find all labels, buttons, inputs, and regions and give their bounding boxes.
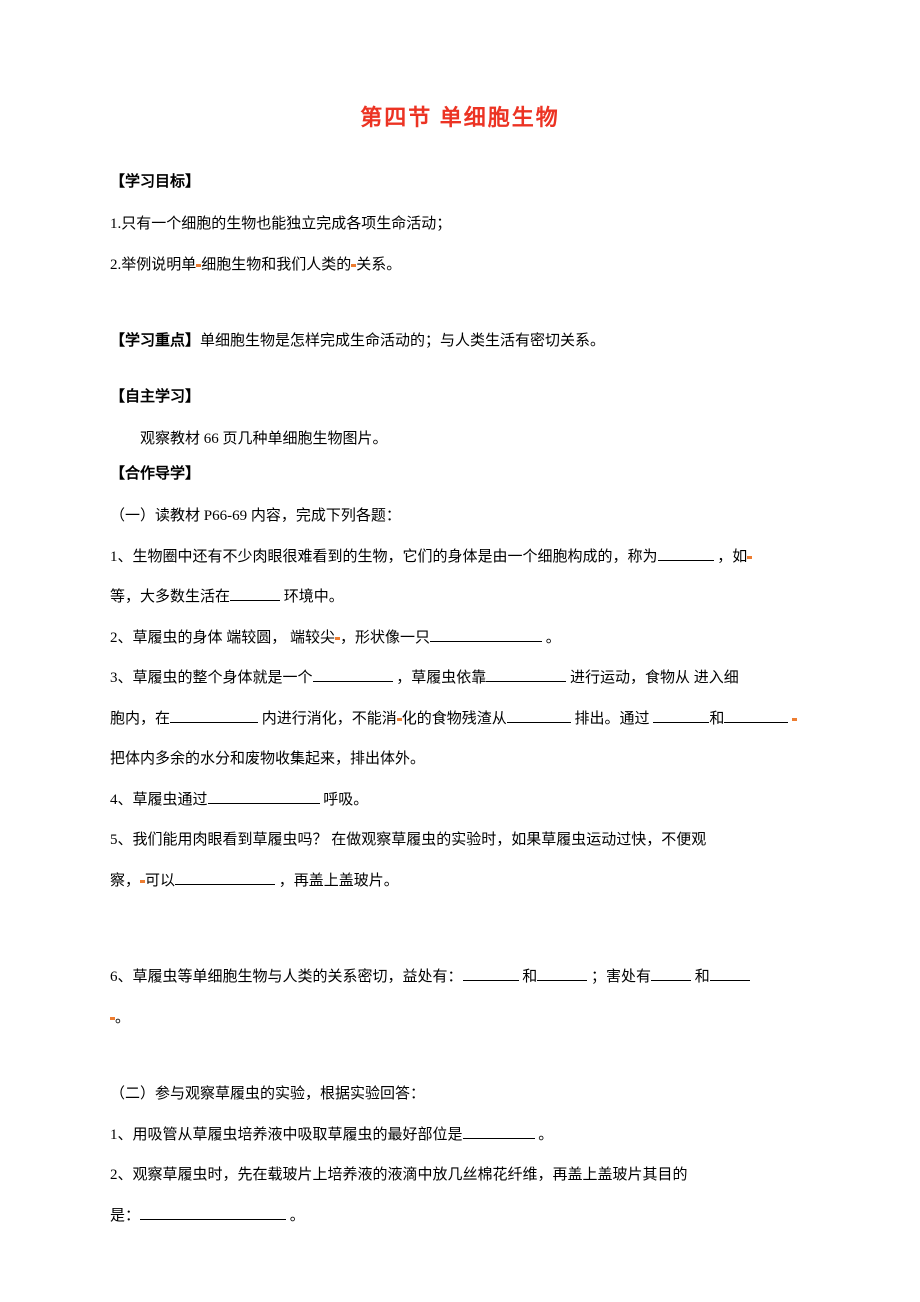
blank — [537, 965, 587, 981]
text: 胞内，在 — [110, 711, 170, 727]
selfstudy-text: 观察教材 66 页几种单细胞生物图片。 — [110, 422, 810, 457]
partA-q1-line1: 1、生物圈中还有不少肉眼很难看到的生物，它们的身体是由一个细胞构成的，称为 ，如 — [110, 540, 810, 575]
text: 化的食物残渣从 — [402, 711, 507, 727]
text: ，形状像一只 — [340, 630, 430, 646]
objectives-header: 【学习目标】 — [110, 170, 810, 191]
text: ；害处有 — [587, 969, 651, 985]
text: 3、草履虫的整个身体就是一个 — [110, 670, 313, 686]
text: 1、生物圈中还有不少肉眼很难看到的生物，它们的身体是由一个细胞构成的，称为 — [110, 549, 658, 565]
text: 4、草履虫通过 — [110, 792, 208, 808]
text: 进行运动，食物从 进入细 — [566, 670, 739, 686]
partB-q2-line1: 2、观察草履虫时，先在载玻片上培养液的液滴中放几丝棉花纤维，再盖上盖玻片其目的 — [110, 1158, 810, 1193]
coop-header: 【合作导学】 — [110, 462, 810, 483]
partB-intro: （二）参与观察草履虫的实验，根据实验回答： — [110, 1077, 810, 1112]
text: 内进行消化，不能消 — [258, 711, 397, 727]
partB-q2-line2: 是： 。 — [110, 1199, 810, 1234]
objective-2-c: 关系。 — [356, 257, 401, 273]
blank — [430, 626, 542, 642]
text: 。 — [286, 1208, 305, 1224]
text: 。 — [542, 630, 561, 646]
objective-2-a: 2.举例说明单 — [110, 257, 196, 273]
blank — [658, 545, 714, 561]
spacer — [110, 365, 810, 381]
partA-q6-line2: 。 — [110, 1001, 810, 1036]
blank — [486, 666, 566, 682]
text: 可以 — [145, 873, 175, 889]
text: 和 — [709, 711, 724, 727]
blank — [507, 707, 571, 723]
objective-2-b: 细胞生物和我们人类的 — [201, 257, 351, 273]
blank — [170, 707, 258, 723]
partA-q5-line2: 察， 可以 ，再盖上盖玻片。 — [110, 864, 810, 899]
text: 2、草履虫的身体 端较圆， 端较尖 — [110, 630, 335, 646]
blank — [175, 869, 275, 885]
partB-q1: 1、用吸管从草履虫培养液中吸取草履虫的最好部位是 。 — [110, 1118, 810, 1153]
text: 6、草履虫等单细胞生物与人类的关系密切，益处有： — [110, 969, 463, 985]
text: ，如 — [714, 549, 748, 565]
blank — [313, 666, 393, 682]
text: 察， — [110, 873, 140, 889]
partA-q1-line2: 等，大多数生活在 环境中。 — [110, 580, 810, 615]
blank — [710, 965, 750, 981]
partA-q2: 2、草履虫的身体 端较圆， 端较尖 ，形状像一只 。 — [110, 621, 810, 656]
text: 。 — [535, 1127, 554, 1143]
text: 1、用吸管从草履虫培养液中吸取草履虫的最好部位是 — [110, 1127, 463, 1143]
keypoints-text: 单细胞生物是怎样完成生命活动的；与人类生活有密切关系。 — [200, 333, 605, 349]
objective-1: 1.只有一个细胞的生物也能独立完成各项生命活动； — [110, 207, 810, 242]
marker-icon — [792, 718, 797, 721]
text: 排出。通过 — [571, 711, 654, 727]
blank — [724, 707, 788, 723]
selfstudy-header: 【自主学习】 — [110, 385, 810, 406]
text: 和 — [691, 969, 710, 985]
text: ，草履虫依靠 — [393, 670, 487, 686]
keypoints-header: 【学习重点】 — [110, 333, 200, 349]
blank — [651, 965, 691, 981]
spacer — [110, 904, 810, 960]
partA-q3-line1: 3、草履虫的整个身体就是一个 ，草履虫依靠 进行运动，食物从 进入细 — [110, 661, 810, 696]
text: 是： — [110, 1208, 140, 1224]
objective-2: 2.举例说明单细胞生物和我们人类的关系。 — [110, 248, 810, 283]
keypoints: 【学习重点】单细胞生物是怎样完成生命活动的；与人类生活有密切关系。 — [110, 324, 810, 359]
partA-q5-line1: 5、我们能用肉眼看到草履虫吗？ 在做观察草履虫的实验时，如果草履虫运动过快，不便… — [110, 823, 810, 858]
text: 呼吸。 — [320, 792, 369, 808]
blank — [463, 965, 519, 981]
marker-icon — [747, 556, 752, 559]
blank — [463, 1123, 535, 1139]
blank — [653, 707, 709, 723]
blank — [230, 585, 280, 601]
partA-intro: （一）读教材 P66-69 内容，完成下列各题： — [110, 499, 810, 534]
blank — [140, 1204, 286, 1220]
text: 环境中。 — [280, 589, 344, 605]
text: ，再盖上盖玻片。 — [275, 873, 399, 889]
blank — [208, 788, 320, 804]
text: 和 — [519, 969, 538, 985]
text: 。 — [115, 1010, 130, 1026]
partA-q3-line2: 胞内，在 内进行消化，不能消化的食物残渣从 排出。通过 和 — [110, 702, 810, 737]
spacer — [110, 1041, 810, 1077]
partA-q4: 4、草履虫通过 呼吸。 — [110, 783, 810, 818]
partA-q3-line3: 把体内多余的水分和废物收集起来，排出体外。 — [110, 742, 810, 777]
page-title: 第四节 单细胞生物 — [110, 100, 810, 132]
spacer — [110, 288, 810, 324]
text: 等，大多数生活在 — [110, 589, 230, 605]
partA-q6-line1: 6、草履虫等单细胞生物与人类的关系密切，益处有： 和 ；害处有 和 — [110, 960, 810, 995]
